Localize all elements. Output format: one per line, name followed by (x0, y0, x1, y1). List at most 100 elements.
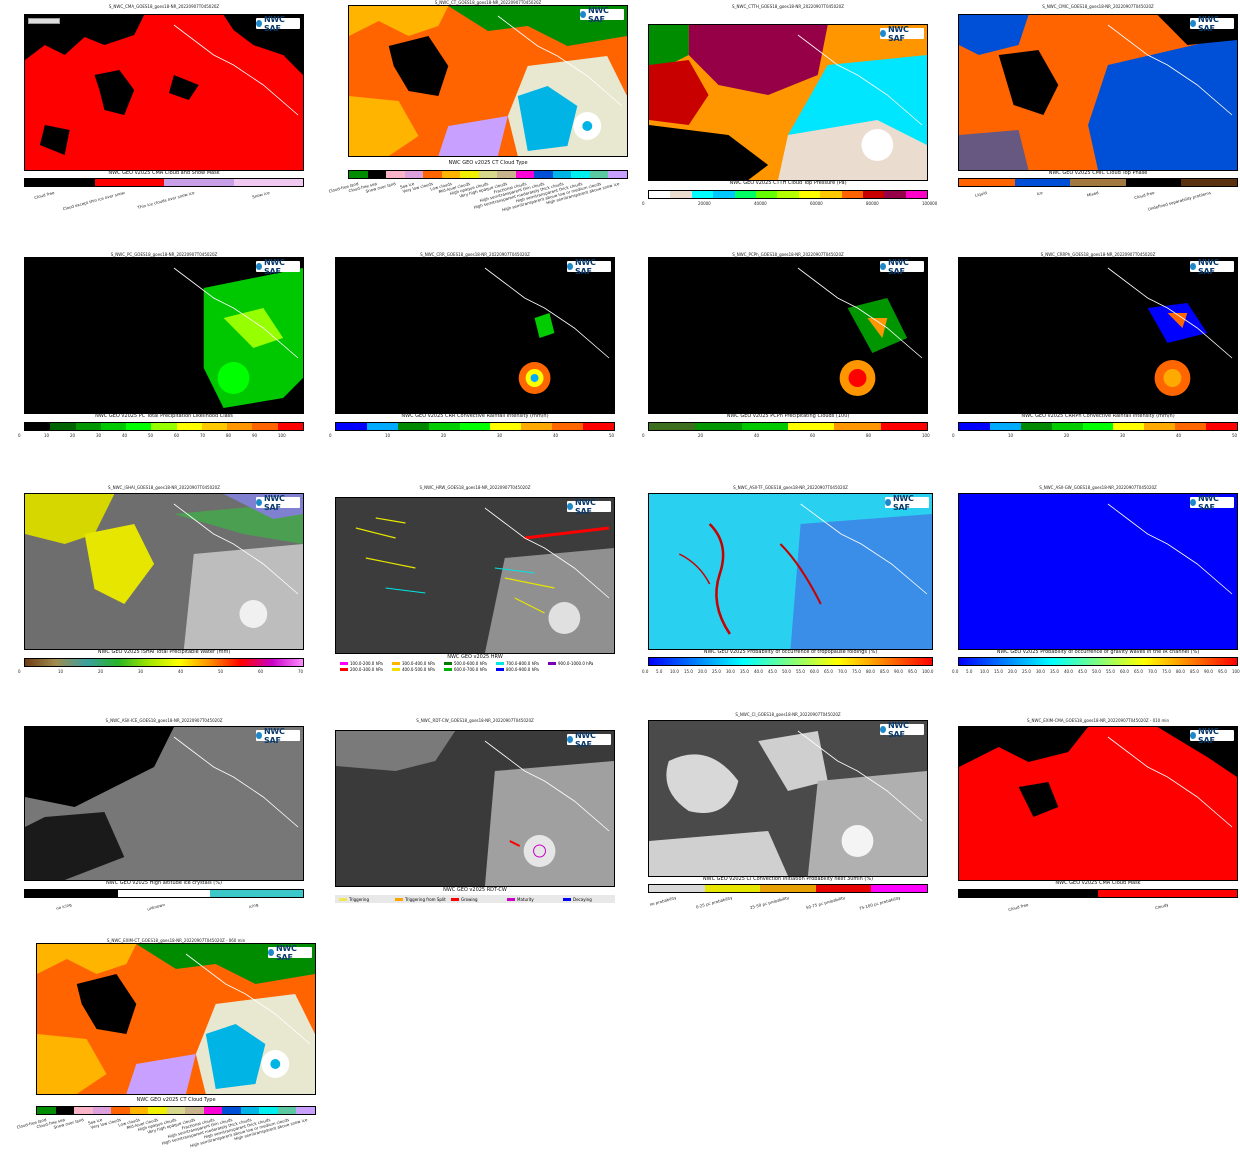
colorbar-segment (552, 423, 584, 430)
colorbar (958, 178, 1238, 187)
colorbar-segment (704, 885, 761, 892)
colorbar-segment (1175, 423, 1207, 430)
logo-icon (880, 30, 886, 37)
colorbar-segment (777, 191, 799, 198)
nwcsaf-logo: NWC SAF (268, 944, 312, 962)
colorbar-label: 100 (922, 433, 930, 438)
colorbar-segment (92, 1107, 112, 1114)
colorbar-label: 15.0 (684, 669, 693, 674)
colorbar-segment (74, 1107, 93, 1114)
product-title: NWC GEO v2025 CT Cloud Type (136, 1097, 216, 1103)
colorbar-label: 70.0 (1148, 669, 1157, 674)
colorbar-segment (277, 1107, 297, 1114)
colorbar-label: 25-50 pc probability (749, 895, 790, 911)
colorbar-label: 5.0 (656, 669, 663, 674)
colorbar-segment (240, 1107, 260, 1114)
colorbar-label: Cloud free (34, 190, 56, 201)
logo-text: NWC SAF (1197, 726, 1219, 745)
map-image: NWC SAF (648, 720, 928, 877)
nwcsaf-logo: NWC SAF (880, 258, 924, 276)
logo-text: NWC SAF (887, 24, 909, 43)
legend-item: 200.0-300.0 hPa (340, 667, 383, 672)
legend: Triggering Triggering from Split Growing Ma… (335, 895, 615, 903)
legend-swatch (496, 662, 504, 665)
panel-pc: S_NWC_PC_GOES18_goes18-NR_20220907T04502… (18, 252, 304, 447)
colorbar-segment (366, 423, 398, 430)
colorbar-segment (1098, 890, 1237, 897)
colorbar-segment (880, 423, 927, 430)
product-title: NWC GEO v2025 CMA Cloud Mask (1055, 880, 1141, 886)
colorbar-label: 30.0 (726, 669, 735, 674)
file-name: S_NWC_CRR_GOES18_goes18-NR_20220907T0450… (420, 252, 530, 257)
legend-label: Triggering from Split (405, 897, 446, 902)
colorbar-label: 60 (174, 433, 180, 438)
map-image: NWC SAF (24, 257, 304, 414)
product-title: NWC GEO v2025 CRRPh Convective Rainfall … (1021, 413, 1175, 419)
colorbar-segment (534, 171, 553, 178)
colorbar-label: 75.0 (1162, 669, 1171, 674)
legend-item: Maturity (507, 897, 534, 902)
colorbar-label: 60 (258, 669, 264, 674)
legend-label: 800.0-900.0 hPa (506, 667, 539, 672)
legend-item: Triggering (339, 897, 369, 902)
colorbar-segment (649, 191, 671, 198)
colorbar-label: 55.0 (796, 669, 805, 674)
info-box (28, 18, 60, 24)
colorbar-label: 95.0 (908, 669, 917, 674)
colorbar-segment (117, 890, 211, 897)
file-name: S_NWC_CMA_GOES18_goes18-NR_20220907T0450… (108, 4, 220, 9)
colorbar-label: 60 (810, 433, 816, 438)
logo-text: NWC SAF (574, 257, 596, 276)
colorbar-segment (670, 191, 692, 198)
product-title: NWC GEO v2025 Probability of occurrence … (996, 649, 1200, 655)
colorbar-segment (404, 171, 424, 178)
logo-icon (1190, 20, 1196, 27)
legend-swatch (392, 668, 400, 671)
colorbar-segment (608, 171, 627, 178)
legend-label: 300.0-400.0 hPa (402, 661, 435, 666)
product-title: NWC GEO v2025 CRR Convective Rainfall In… (401, 413, 549, 419)
colorbar-label: 80.0 (866, 669, 875, 674)
colorbar-segment (129, 1107, 149, 1114)
nwcsaf-logo: NWC SAF (256, 494, 300, 512)
colorbar-label: 40 (754, 433, 760, 438)
colorbar-segment (1113, 423, 1145, 430)
nwcsaf-logo: NWC SAF (567, 731, 611, 749)
panel-asiigw: S_NWC_ASII-GW_GOES18_goes18-NR_20220907T… (952, 485, 1240, 680)
colorbar-label: 20 (1064, 433, 1070, 438)
legend-item: Growing (451, 897, 478, 902)
colorbar-label: Thin ice clouds over snow ice (137, 190, 196, 211)
colorbar-segment (583, 423, 615, 430)
legend-label: 900.0-1000.0 hPa (558, 661, 594, 666)
colorbar-label: Mixed (1086, 190, 1100, 198)
colorbar-segment (397, 423, 429, 430)
nwcsaf-logo: NWC SAF (880, 25, 924, 43)
colorbar-segment (713, 191, 735, 198)
logo-text: NWC SAF (275, 943, 297, 962)
colorbar-label: 100 (278, 433, 286, 438)
legend-item: 400.0-500.0 hPa (392, 667, 435, 672)
map-image: NWC SAF (648, 493, 933, 650)
colorbar-segment (589, 171, 609, 178)
legend-label: 100.0-200.0 hPa (350, 661, 383, 666)
legend-swatch (395, 898, 403, 901)
colorbar-label: 50 (1232, 433, 1238, 438)
colorbar-segment (1181, 179, 1237, 186)
colorbar-label: 65.0 (824, 669, 833, 674)
product-title: NWC GEO v2025 CMIC Cloud Top Phase (1048, 170, 1148, 176)
colorbar-segment (798, 191, 821, 198)
colorbar-segment (349, 171, 368, 178)
colorbar-label: 30 (1120, 433, 1126, 438)
colorbar-segment (367, 171, 387, 178)
colorbar-segment (37, 1107, 56, 1114)
colorbar-segment (787, 423, 835, 430)
logo-icon (567, 736, 573, 743)
colorbar-segment (841, 191, 863, 198)
colorbar-label: 60.0 (810, 669, 819, 674)
nwcsaf-logo: NWC SAF (1190, 494, 1234, 512)
colorbar-label: Liquid (974, 190, 988, 198)
map-image: NWC SAF (958, 14, 1238, 171)
legend-swatch (444, 662, 452, 665)
colorbar-label: 20 (70, 433, 76, 438)
logo-text: NWC SAF (1197, 257, 1219, 276)
